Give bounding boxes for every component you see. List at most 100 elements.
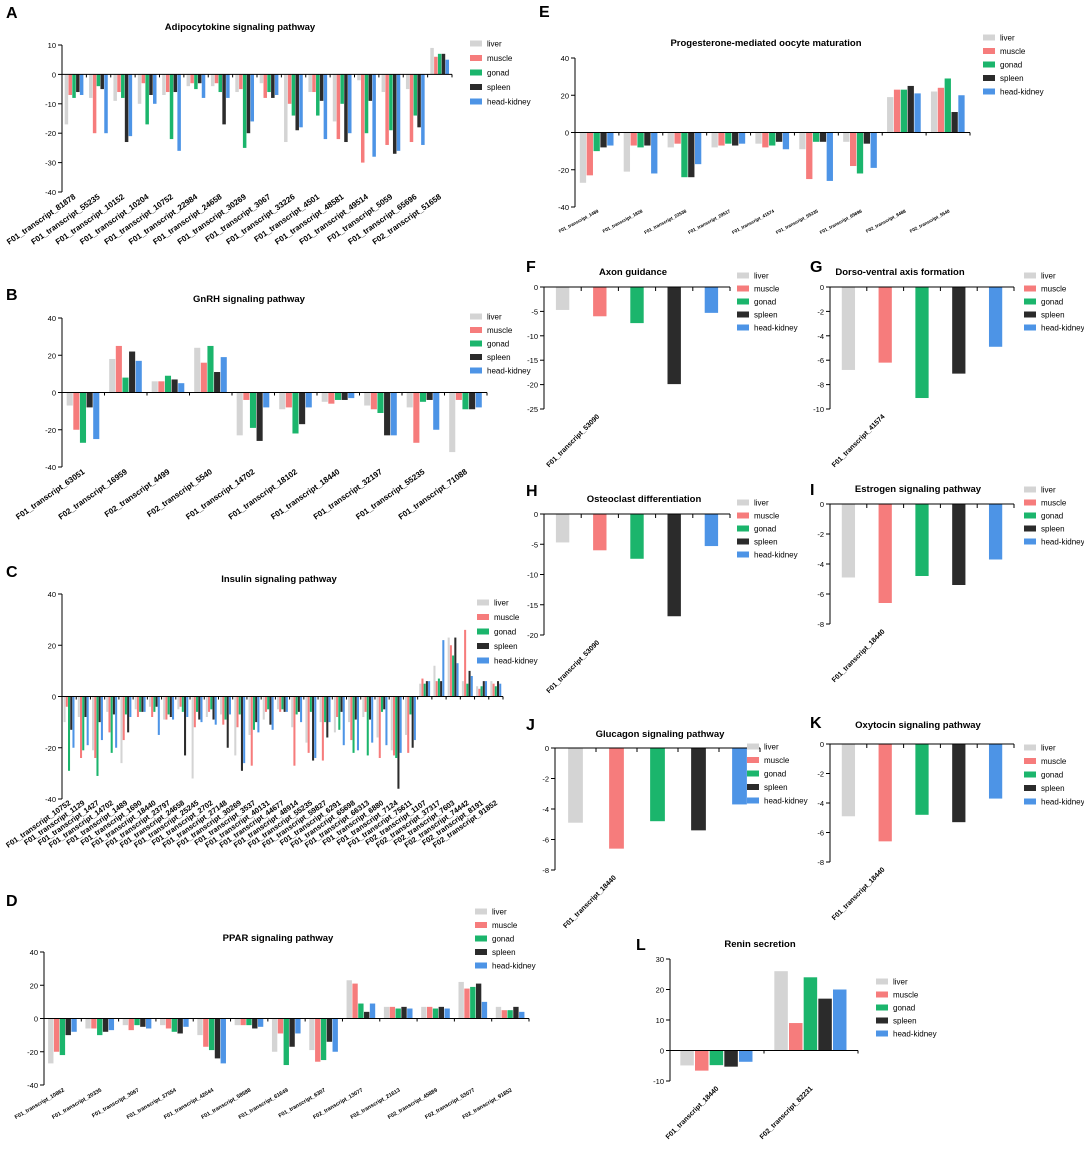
legend-label-gonad: gonad: [492, 935, 514, 944]
bar-c-spleen: [440, 681, 443, 697]
bar-c-liver: [106, 696, 109, 712]
chart-title: GnRH signaling pathway: [193, 294, 306, 305]
bar-b-gonad: [122, 377, 129, 393]
bar-l-head-kidney: [738, 1050, 753, 1062]
bar-a-gonad: [121, 74, 125, 98]
bar-d-spleen: [252, 1018, 258, 1029]
bar-c-gonad: [96, 696, 99, 776]
legend-label-liver: liver: [754, 499, 769, 508]
y-tick-label: -4: [542, 805, 549, 814]
y-tick-label: 0: [34, 1015, 38, 1024]
legend-swatch-gonad: [1024, 771, 1036, 778]
panel-a: A Adipocytokine signaling pathway 10 0 -10 -2…: [5, 5, 530, 247]
bar-c-liver: [476, 686, 479, 697]
panel-e: E Progesterone-mediated oocyte maturation…: [539, 4, 1044, 235]
y-tick-label: -2: [817, 770, 824, 779]
bar-b-head-kidney: [433, 392, 440, 430]
bar-e-gonad: [681, 132, 688, 178]
legend-label-spleen: spleen: [1041, 784, 1065, 793]
bar-j-muscle: [609, 748, 624, 849]
legend-label-head-kidney: head-kidney: [1041, 798, 1084, 807]
bar-g-liver: [841, 287, 856, 370]
bar-a-liver: [186, 74, 191, 87]
legend-label-muscle: muscle: [754, 512, 780, 521]
y-tick-label: -2: [817, 530, 824, 539]
bar-e-spleen: [688, 132, 695, 178]
chart-title: Osteoclast differentiation: [587, 494, 702, 505]
legend-swatch-gonad: [737, 525, 749, 532]
bar-d-liver: [85, 1018, 91, 1029]
legend-swatch-spleen: [983, 75, 995, 81]
bar-d-muscle: [501, 1010, 507, 1019]
bar-d-gonad: [470, 986, 476, 1019]
bar-c-muscle: [80, 696, 83, 758]
bars: [579, 78, 965, 183]
bar-b-muscle: [243, 392, 250, 400]
y-tick-label: 20: [656, 986, 664, 995]
bar-a-gonad: [194, 74, 198, 90]
bar-d-head-kidney: [145, 1018, 152, 1029]
bar-a-head-kidney: [104, 74, 108, 134]
bar-c-spleen: [326, 696, 329, 738]
legend: liver muscle gonad spleen head-kidney: [1024, 272, 1084, 333]
y-tick-label: -6: [817, 356, 824, 365]
bar-c-head-kidney: [143, 696, 146, 712]
bar-c-muscle: [193, 696, 196, 728]
x-tick-label: F01_transcript_55235: [354, 467, 427, 522]
y-tick-label: 0: [545, 744, 549, 753]
bar-a-muscle: [360, 74, 365, 163]
bar-a-muscle: [68, 74, 72, 95]
panel-i: I Estrogen signaling pathway 0 -2 -4 -6 -8 F01_…: [810, 482, 1084, 684]
bar-d-liver: [271, 1018, 278, 1052]
bar-c-head-kidney: [413, 696, 416, 741]
x-tick-label: F01_transcript_63051: [14, 467, 87, 522]
bar-c-spleen: [340, 696, 343, 712]
bar-k-liver: [841, 744, 856, 817]
legend-label-gonad: gonad: [494, 628, 516, 637]
legend-label-head-kidney: head-kidney: [754, 551, 798, 560]
bar-c-muscle: [264, 696, 267, 712]
legend-swatch-liver: [747, 743, 759, 750]
bar-i-gonad: [915, 504, 929, 576]
bar-e-muscle: [893, 89, 901, 133]
y-tick-label: -6: [542, 836, 549, 845]
bar-b-liver: [406, 392, 413, 408]
bar-f-gonad: [630, 287, 644, 324]
bar-e-muscle: [850, 132, 857, 167]
panel-k: K Oxytocin signaling pathway 0 -2 -4 -6 -8 F01_…: [810, 715, 1084, 922]
bar-d-head-kidney: [108, 1018, 115, 1031]
bar-c-liver: [348, 696, 351, 723]
bar-c-gonad: [338, 696, 341, 730]
bar-a-liver: [162, 74, 166, 95]
legend-swatch-spleen: [737, 311, 749, 318]
bar-d-muscle: [128, 1018, 134, 1031]
bar-e-gonad: [856, 132, 864, 174]
legend-label-head-kidney: head-kidney: [492, 962, 536, 971]
legend-swatch-liver: [475, 908, 487, 915]
bar-c-gonad: [437, 678, 440, 697]
bars: [841, 744, 1003, 842]
bar-a-head-kidney: [153, 74, 157, 104]
bar-e-liver: [843, 132, 850, 142]
bar-d-spleen: [140, 1018, 146, 1027]
bar-c-spleen: [70, 696, 73, 730]
legend-swatch-spleen: [1024, 311, 1036, 318]
bar-b-gonad: [164, 375, 172, 393]
legend-swatch-gonad: [470, 340, 482, 347]
bar-f-liver: [555, 287, 570, 310]
legend-swatch-gonad: [1024, 298, 1036, 305]
legend-label-spleen: spleen: [764, 783, 788, 792]
bar-e-head-kidney: [958, 95, 965, 133]
legend: liver muscle gonad spleen head-kidney: [876, 978, 937, 1039]
bar-d-muscle: [203, 1018, 209, 1047]
bar-c-liver: [461, 681, 464, 697]
bar-c-muscle: [449, 645, 452, 697]
chart-title: Progesterone-mediated oocyte maturation: [670, 38, 861, 49]
legend-swatch-head-kidney: [470, 367, 482, 374]
y-tick-label: -20: [45, 129, 56, 138]
bar-a-gonad: [242, 74, 247, 148]
panel-label: G: [810, 259, 822, 276]
bar-c-liver: [419, 683, 422, 697]
bar-a-muscle: [434, 56, 438, 75]
bar-d-spleen: [475, 983, 482, 1019]
